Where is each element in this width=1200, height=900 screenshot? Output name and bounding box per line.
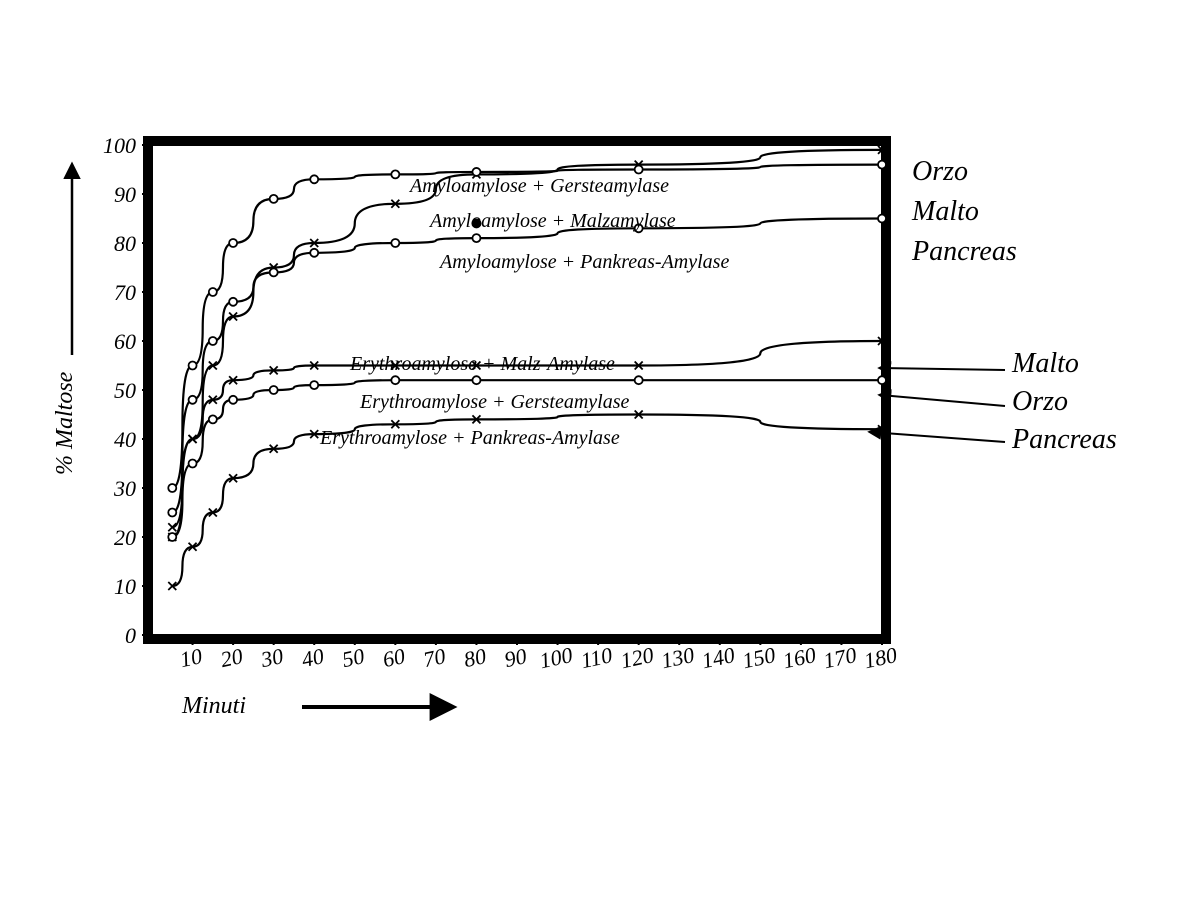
amylase-chart: 0102030405060708090100102030405060708090… xyxy=(0,0,1200,900)
side-label-bottom-1: Orzo xyxy=(1012,386,1068,417)
ytick-label: 0 xyxy=(125,623,136,648)
curve-label-erythro_pankreas: Erythroamylose + Pankreas-Amylase xyxy=(319,427,620,449)
ytick-label: 90 xyxy=(114,182,136,207)
curve-label-erythro_malz: Erythroamylose + Malz-Amylase xyxy=(349,353,615,375)
ytick-label: 10 xyxy=(114,574,136,599)
y-axis-label: % Maltose xyxy=(52,371,78,475)
side-label-bottom-2: Pancreas xyxy=(1011,424,1117,455)
curve-label-amylo_gerste: Amyloamylose + Gersteamylase xyxy=(408,175,669,197)
ytick-label: 80 xyxy=(114,231,136,256)
side-label-top-0: Orzo xyxy=(912,156,968,187)
ytick-label: 100 xyxy=(103,133,136,158)
ytick-label: 70 xyxy=(114,280,136,305)
curve-label-amylo_malz: Amyloamylose + Malzamylase xyxy=(428,210,676,232)
curve-label-erythro_gerste: Erythroamylose + Gersteamylase xyxy=(359,391,629,413)
page: 0102030405060708090100102030405060708090… xyxy=(0,0,1200,900)
ytick-label: 60 xyxy=(114,329,136,354)
x-axis-label: Minuti xyxy=(181,693,246,719)
side-label-top-2: Pancreas xyxy=(911,236,1017,267)
side-label-bottom-0: Malto xyxy=(1011,348,1079,379)
ytick-label: 40 xyxy=(114,427,136,452)
ytick-label: 20 xyxy=(114,525,136,550)
side-label-top-1: Malto xyxy=(911,196,979,227)
ytick-label: 50 xyxy=(114,378,136,403)
curve-label-amylo_pankreas: Amyloamylose + Pankreas-Amylase xyxy=(438,251,729,273)
ytick-label: 30 xyxy=(113,476,136,501)
